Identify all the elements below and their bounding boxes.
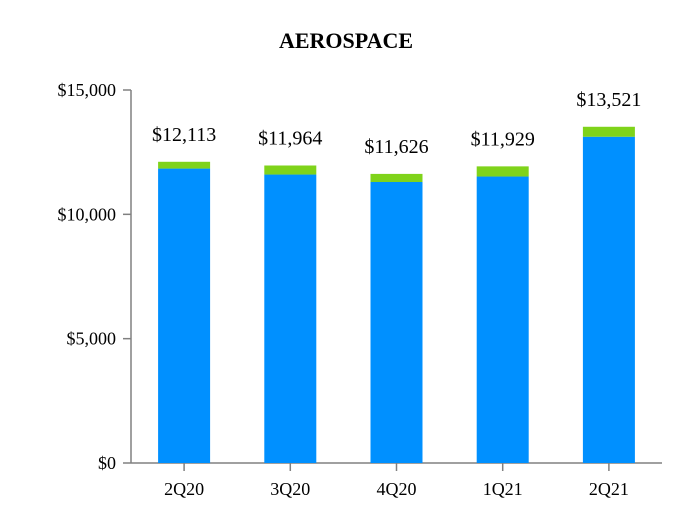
bar-segment-3q20-1 (264, 165, 317, 175)
x-tick-label: 4Q20 (377, 479, 417, 499)
y-tick-label: $5,000 (67, 329, 117, 349)
data-label-2q20: $12,113 (152, 124, 216, 146)
chart-title: AEROSPACE (278, 28, 414, 53)
y-axis-ticks: $0 $5,000 $10,000 $15,000 (58, 80, 131, 473)
y-tick-label: $0 (98, 453, 116, 473)
bar-segment-3q20-0 (264, 174, 317, 463)
bar-segment-4q20-1 (370, 173, 423, 183)
bars-group (158, 126, 635, 464)
data-label-2q21: $13,521 (576, 89, 641, 111)
bar-segment-2q20-1 (158, 161, 211, 169)
data-label-3q20: $11,964 (258, 127, 322, 149)
y-tick-label: $15,000 (58, 80, 117, 100)
x-tick-label: 2Q21 (589, 479, 629, 499)
x-axis-labels: 2Q20 3Q20 4Q20 1Q21 2Q21 (164, 463, 629, 499)
y-tick-label: $10,000 (58, 204, 117, 224)
data-labels-group: $12,113 $11,964 $11,626 $11,929 $13,521 (152, 89, 641, 158)
bar-segment-2q20-0 (158, 168, 211, 463)
x-tick-label: 1Q21 (483, 479, 523, 499)
x-tick-label: 3Q20 (270, 479, 310, 499)
bar-segment-1q21-1 (476, 166, 529, 177)
data-label-4q20: $11,626 (364, 136, 428, 158)
bar-segment-2q21-0 (582, 136, 635, 463)
data-label-1q21: $11,929 (471, 128, 535, 150)
bar-segment-4q20-0 (370, 182, 423, 464)
x-tick-label: 2Q20 (164, 479, 204, 499)
bar-segment-2q21-1 (582, 126, 635, 137)
bar-segment-1q21-0 (476, 176, 529, 463)
